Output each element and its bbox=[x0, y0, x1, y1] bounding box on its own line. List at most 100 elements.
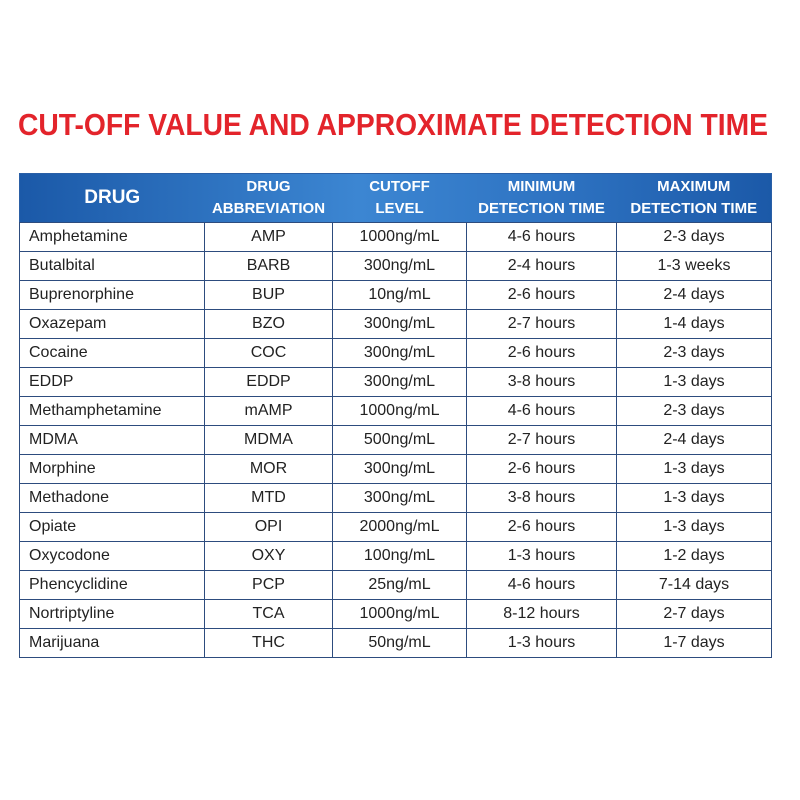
table-cell: 1000ng/mL bbox=[332, 222, 467, 252]
table-cell: 2-7 days bbox=[616, 599, 772, 629]
table-cell: 25ng/mL bbox=[332, 570, 467, 600]
table-cell: 4-6 hours bbox=[466, 396, 617, 426]
table-cell: 2-4 days bbox=[616, 280, 772, 310]
table-cell: Methadone bbox=[19, 483, 205, 513]
header-cell: DRUG ABBREVIATION bbox=[205, 174, 333, 223]
table-cell: BARB bbox=[204, 251, 333, 281]
table-cell: 300ng/mL bbox=[332, 367, 467, 397]
table-cell: 300ng/mL bbox=[332, 454, 467, 484]
table-cell: 2-6 hours bbox=[466, 454, 617, 484]
table-cell: Nortriptyline bbox=[19, 599, 205, 629]
table-row: Phencyclidine PCP 25ng/mL 4-6 hours 7-14 day… bbox=[19, 570, 772, 600]
table-cell: 1000ng/mL bbox=[332, 599, 467, 629]
table-body: Amphetamine AMP 1000ng/mL 4-6 hours 2-3 days… bbox=[19, 222, 772, 658]
table-row: Cocaine COC 300ng/mL 2-6 hours 2-3 days bbox=[19, 338, 772, 368]
table-cell: 2-3 days bbox=[616, 396, 772, 426]
table-cell: Methamphetamine bbox=[19, 396, 205, 426]
table-cell: 4-6 hours bbox=[466, 570, 617, 600]
header-cell: MAXIMUM DETECTION TIME bbox=[617, 174, 772, 223]
table-cell: 1000ng/mL bbox=[332, 396, 467, 426]
table-cell: MTD bbox=[204, 483, 333, 513]
table-cell: 1-3 days bbox=[616, 367, 772, 397]
table-cell: 300ng/mL bbox=[332, 483, 467, 513]
title: CUT-OFF VALUE AND APPROXIMATE DETECTION … bbox=[18, 107, 768, 142]
header-text: LEVEL bbox=[375, 200, 424, 217]
table-row: Buprenorphine BUP 10ng/mL 2-6 hours 2-4 days bbox=[19, 280, 772, 310]
table-cell: Cocaine bbox=[19, 338, 205, 368]
table-cell: OPI bbox=[204, 512, 333, 542]
table-cell: 1-3 hours bbox=[466, 628, 617, 658]
table-cell: 300ng/mL bbox=[332, 251, 467, 281]
table-cell: 2-3 days bbox=[616, 222, 772, 252]
table-cell: BUP bbox=[204, 280, 333, 310]
table-row: Nortriptyline TCA 1000ng/mL 8-12 hours 2-7 d… bbox=[19, 599, 772, 629]
table-row: Marijuana THC 50ng/mL 1-3 hours 1-7 days bbox=[19, 628, 772, 658]
table-cell: 2-6 hours bbox=[466, 338, 617, 368]
table-cell: 2-6 hours bbox=[466, 512, 617, 542]
table-row: EDDP EDDP 300ng/mL 3-8 hours 1-3 days bbox=[19, 367, 772, 397]
table-cell: 1-2 days bbox=[616, 541, 772, 571]
header-text: ABBREVIATION bbox=[211, 200, 326, 217]
table-cell: 1-3 weeks bbox=[616, 251, 772, 281]
table-row: Oxycodone OXY 100ng/mL 1-3 hours 1-2 days bbox=[19, 541, 772, 571]
table-cell: 1-4 days bbox=[616, 309, 772, 339]
header-cell: DRUG bbox=[20, 174, 205, 223]
table-cell: 2-3 days bbox=[616, 338, 772, 368]
table-cell: 10ng/mL bbox=[332, 280, 467, 310]
header-text: DRUG bbox=[246, 178, 291, 195]
table-cell: 2-4 hours bbox=[466, 251, 617, 281]
table-cell: BZO bbox=[204, 309, 333, 339]
table-cell: 100ng/mL bbox=[332, 541, 467, 571]
table-cell: Butalbital bbox=[19, 251, 205, 281]
table-row: Butalbital BARB 300ng/mL 2-4 hours 1-3 weeks bbox=[19, 251, 772, 281]
table-cell: 2-7 hours bbox=[466, 309, 617, 339]
table-cell: EDDP bbox=[19, 367, 205, 397]
table-cell: EDDP bbox=[204, 367, 333, 397]
header-text: MINIMUM bbox=[507, 178, 576, 195]
table-row: Amphetamine AMP 1000ng/mL 4-6 hours 2-3 days bbox=[19, 222, 772, 252]
table-cell: AMP bbox=[204, 222, 333, 252]
table-cell: 500ng/mL bbox=[332, 425, 467, 455]
table-cell: 1-3 hours bbox=[466, 541, 617, 571]
header-cell: MINIMUM DETECTION TIME bbox=[467, 174, 617, 223]
header-row: DRUG DRUG ABBREVIATION CUTOFF LEVEL MINIMUM DE… bbox=[19, 173, 772, 223]
table-row: Morphine MOR 300ng/mL 2-6 hours 1-3 days bbox=[19, 454, 772, 484]
table-cell: THC bbox=[204, 628, 333, 658]
header-text: CUTOFF bbox=[369, 178, 430, 195]
table-cell: Morphine bbox=[19, 454, 205, 484]
table-row: Opiate OPI 2000ng/mL 2-6 hours 1-3 days bbox=[19, 512, 772, 542]
table-cell: 2-4 days bbox=[616, 425, 772, 455]
table-cell: 4-6 hours bbox=[466, 222, 617, 252]
table-cell: 3-8 hours bbox=[466, 483, 617, 513]
header-text: DETECTION TIME bbox=[478, 200, 605, 217]
table-cell: MOR bbox=[204, 454, 333, 484]
detection-table: DRUG DRUG ABBREVIATION CUTOFF LEVEL MINIMUM DE… bbox=[19, 173, 772, 658]
table-cell: Buprenorphine bbox=[19, 280, 205, 310]
header-text: MAXIMUM bbox=[657, 178, 731, 195]
table-cell: 1-7 days bbox=[616, 628, 772, 658]
table-cell: 300ng/mL bbox=[332, 338, 467, 368]
table-cell: Opiate bbox=[19, 512, 205, 542]
table-row: Methamphetamine mAMP 1000ng/mL 4-6 hours 2-3… bbox=[19, 396, 772, 426]
table-cell: MDMA bbox=[19, 425, 205, 455]
table-cell: 2000ng/mL bbox=[332, 512, 467, 542]
table-cell: 2-6 hours bbox=[466, 280, 617, 310]
table-row: Oxazepam BZO 300ng/mL 2-7 hours 1-4 days bbox=[19, 309, 772, 339]
header-text: DRUG bbox=[84, 187, 141, 208]
table-cell: 1-3 days bbox=[616, 483, 772, 513]
table-cell: 1-3 days bbox=[616, 454, 772, 484]
header-text: DETECTION TIME bbox=[630, 200, 758, 217]
title-box: CUT-OFF VALUE AND APPROXIMATE DETECTION … bbox=[18, 107, 768, 142]
table-cell: 2-7 hours bbox=[466, 425, 617, 455]
table-row: Methadone MTD 300ng/mL 3-8 hours 1-3 days bbox=[19, 483, 772, 513]
table-cell: Oxycodone bbox=[19, 541, 205, 571]
table-cell: Amphetamine bbox=[19, 222, 205, 252]
table-row: MDMA MDMA 500ng/mL 2-7 hours 2-4 days bbox=[19, 425, 772, 455]
table-cell: MDMA bbox=[204, 425, 333, 455]
table-cell: COC bbox=[204, 338, 333, 368]
table-cell: Oxazepam bbox=[19, 309, 205, 339]
table-cell: 1-3 days bbox=[616, 512, 772, 542]
table-cell: Phencyclidine bbox=[19, 570, 205, 600]
table-cell: 50ng/mL bbox=[332, 628, 467, 658]
